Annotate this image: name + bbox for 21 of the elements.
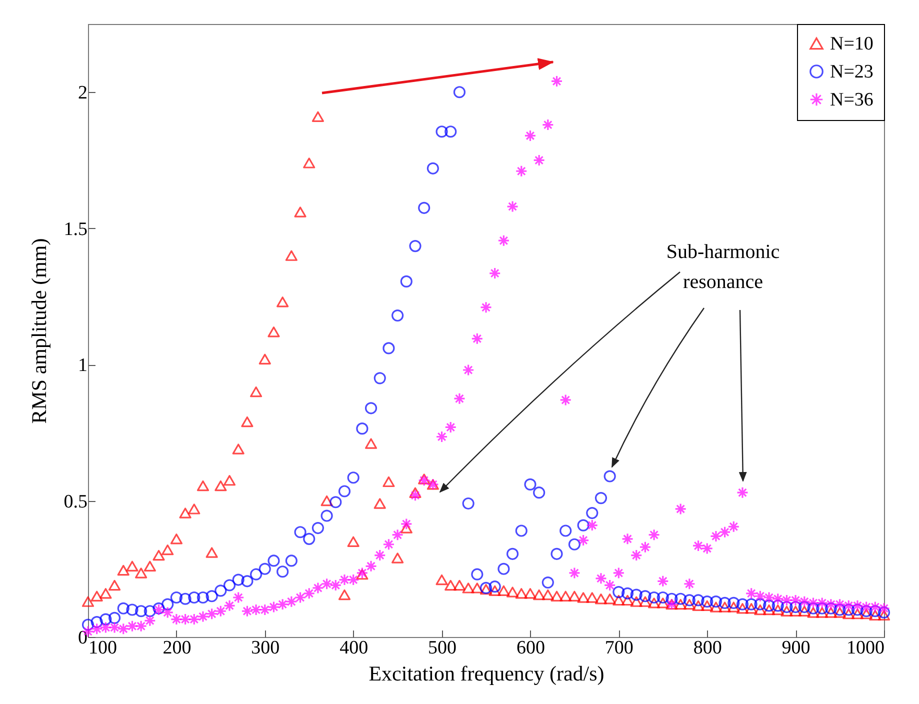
y-tick-label: 1.5 <box>64 218 88 240</box>
x-tick-label: 800 <box>693 638 722 658</box>
x-tick-label: 900 <box>782 638 810 658</box>
x-tick-label: 700 <box>604 638 634 658</box>
x-tick-label: 100 <box>88 638 117 658</box>
y-tick-label: 0.5 <box>64 491 88 512</box>
legend-label: N=23 <box>830 62 874 82</box>
x-tick-label: 600 <box>516 638 545 658</box>
x-tick-label: 1000 <box>846 638 884 658</box>
x-axis-title: Excitation frequency (rad/s) <box>368 662 604 686</box>
annotation: Sub-harmonic resonance <box>666 241 780 293</box>
x-tick-label: 500 <box>428 638 457 658</box>
legend-label: N=10 <box>830 34 874 54</box>
y-axis-title: RMS amplitude (mm) <box>26 238 51 424</box>
y-tick-label: 1 <box>78 355 88 376</box>
x-tick-label: 300 <box>251 638 280 658</box>
legend-label: N=36 <box>830 90 874 110</box>
x-tick-label: 200 <box>162 638 192 658</box>
y-tick-label: 2 <box>78 82 88 104</box>
y-tick-label: 0 <box>78 628 88 648</box>
x-tick-label: 400 <box>340 638 368 658</box>
